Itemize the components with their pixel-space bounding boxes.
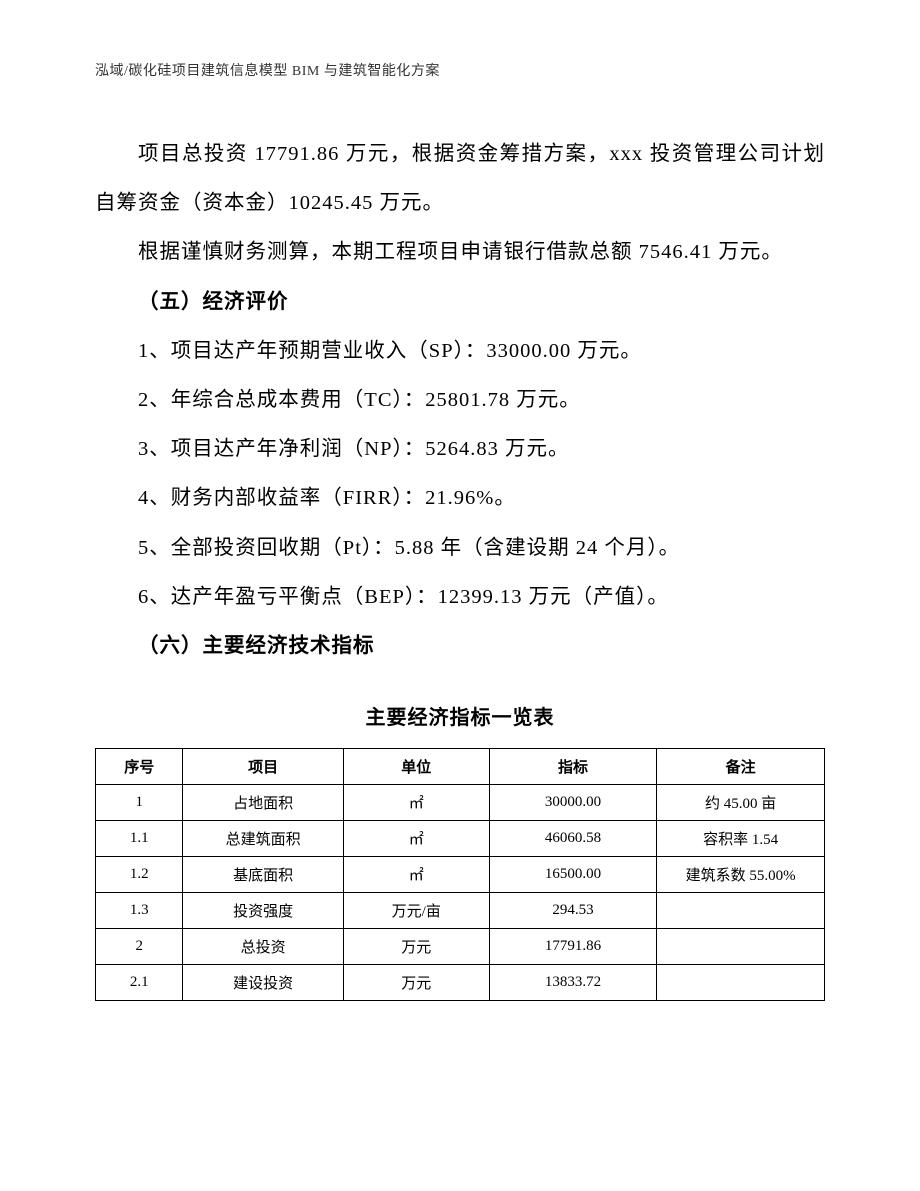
cell-value: 294.53	[489, 893, 657, 929]
cell-item: 总投资	[183, 929, 343, 965]
cell-seq: 1.2	[96, 857, 183, 893]
eval-item-3: 3、项目达产年净利润（NP）：5264.83 万元。	[95, 425, 825, 474]
eval-item-2: 2、年综合总成本费用（TC）：25801.78 万元。	[95, 376, 825, 425]
col-header-item: 项目	[183, 749, 343, 785]
paragraph-investment: 项目总投资 17791.86 万元，根据资金筹措方案，xxx 投资管理公司计划自…	[95, 130, 825, 228]
table-row: 1.3 投资强度 万元/亩 294.53	[96, 893, 825, 929]
cell-unit: 万元/亩	[343, 893, 489, 929]
cell-unit: ㎡	[343, 821, 489, 857]
cell-item: 基底面积	[183, 857, 343, 893]
cell-value: 13833.72	[489, 965, 657, 1001]
cell-unit: ㎡	[343, 857, 489, 893]
cell-item: 建设投资	[183, 965, 343, 1001]
cell-note	[657, 965, 825, 1001]
col-header-unit: 单位	[343, 749, 489, 785]
section-heading-5: （五）经济评价	[95, 278, 825, 327]
cell-value: 30000.00	[489, 785, 657, 821]
cell-value: 16500.00	[489, 857, 657, 893]
col-header-value: 指标	[489, 749, 657, 785]
table-header-row: 序号 项目 单位 指标 备注	[96, 749, 825, 785]
eval-item-1: 1、项目达产年预期营业收入（SP）：33000.00 万元。	[95, 327, 825, 376]
section-heading-6: （六）主要经济技术指标	[95, 622, 825, 671]
cell-item: 占地面积	[183, 785, 343, 821]
cell-seq: 1.1	[96, 821, 183, 857]
cell-note: 容积率 1.54	[657, 821, 825, 857]
cell-note: 建筑系数 55.00%	[657, 857, 825, 893]
economic-indicators-table: 序号 项目 单位 指标 备注 1 占地面积 ㎡ 30000.00 约 45.00…	[95, 748, 825, 1001]
table-title: 主要经济指标一览表	[95, 701, 825, 730]
col-header-note: 备注	[657, 749, 825, 785]
cell-unit: 万元	[343, 929, 489, 965]
eval-item-4: 4、财务内部收益率（FIRR）：21.96%。	[95, 474, 825, 523]
cell-value: 46060.58	[489, 821, 657, 857]
eval-item-6: 6、达产年盈亏平衡点（BEP）：12399.13 万元（产值）。	[95, 573, 825, 622]
table-row: 2 总投资 万元 17791.86	[96, 929, 825, 965]
table-row: 2.1 建设投资 万元 13833.72	[96, 965, 825, 1001]
table-row: 1.1 总建筑面积 ㎡ 46060.58 容积率 1.54	[96, 821, 825, 857]
col-header-seq: 序号	[96, 749, 183, 785]
cell-item: 总建筑面积	[183, 821, 343, 857]
eval-item-5: 5、全部投资回收期（Pt）：5.88 年（含建设期 24 个月）。	[95, 524, 825, 573]
cell-unit: ㎡	[343, 785, 489, 821]
table-row: 1.2 基底面积 ㎡ 16500.00 建筑系数 55.00%	[96, 857, 825, 893]
cell-note	[657, 893, 825, 929]
cell-item: 投资强度	[183, 893, 343, 929]
cell-seq: 2	[96, 929, 183, 965]
header-text: 泓域/碳化硅项目建筑信息模型 BIM 与建筑智能化方案	[95, 64, 440, 79]
cell-value: 17791.86	[489, 929, 657, 965]
paragraph-loan: 根据谨慎财务测算，本期工程项目申请银行借款总额 7546.41 万元。	[95, 228, 825, 277]
table-row: 1 占地面积 ㎡ 30000.00 约 45.00 亩	[96, 785, 825, 821]
cell-note	[657, 929, 825, 965]
cell-unit: 万元	[343, 965, 489, 1001]
cell-seq: 2.1	[96, 965, 183, 1001]
document-header: 泓域/碳化硅项目建筑信息模型 BIM 与建筑智能化方案	[95, 60, 825, 80]
cell-note: 约 45.00 亩	[657, 785, 825, 821]
cell-seq: 1.3	[96, 893, 183, 929]
document-body: 项目总投资 17791.86 万元，根据资金筹措方案，xxx 投资管理公司计划自…	[95, 130, 825, 671]
cell-seq: 1	[96, 785, 183, 821]
